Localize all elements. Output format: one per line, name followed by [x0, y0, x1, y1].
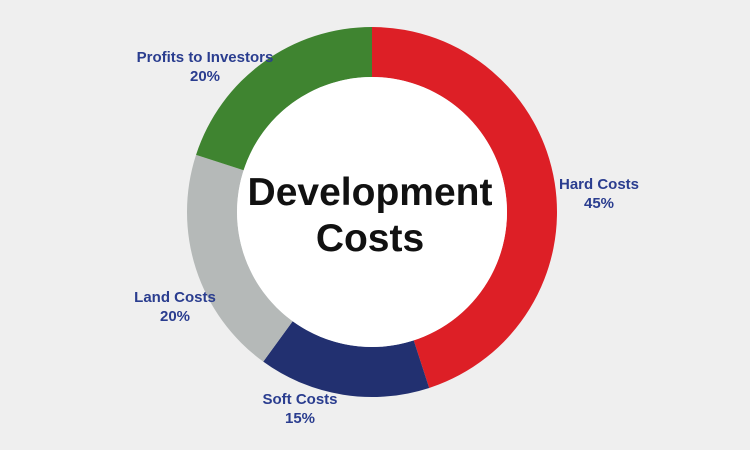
slice-label-value: 20% [189, 68, 221, 85]
slice-label-hard-costs: Hard Costs 45% [540, 175, 658, 213]
slice-label-soft-costs: Soft Costs 15% [245, 390, 355, 428]
slice-label-value: 15% [284, 410, 316, 427]
chart-title-line-1: Development [247, 171, 493, 214]
slice-label-name: Profits to Investors [136, 49, 274, 66]
chart-title-line-2: Costs [315, 217, 425, 260]
slice-label-value: 45% [583, 195, 615, 212]
slice-label-value: 20% [159, 308, 191, 325]
slice-label-land-costs: Land Costs 20% [120, 288, 230, 326]
donut-slice-profits-to-investors [196, 27, 372, 171]
slice-label-name: Land Costs [134, 289, 216, 306]
slice-label-profits-to-investors: Profits to Investors 20% [125, 48, 285, 86]
donut-slice-land-costs [187, 154, 293, 362]
chart-title: Development Costs [215, 170, 525, 262]
slice-label-name: Soft Costs [262, 391, 338, 408]
donut-hole [237, 77, 507, 347]
slice-label-name: Hard Costs [558, 176, 640, 193]
donut-slice-soft-costs [263, 321, 430, 398]
donut-slice-hard-costs [372, 27, 558, 388]
